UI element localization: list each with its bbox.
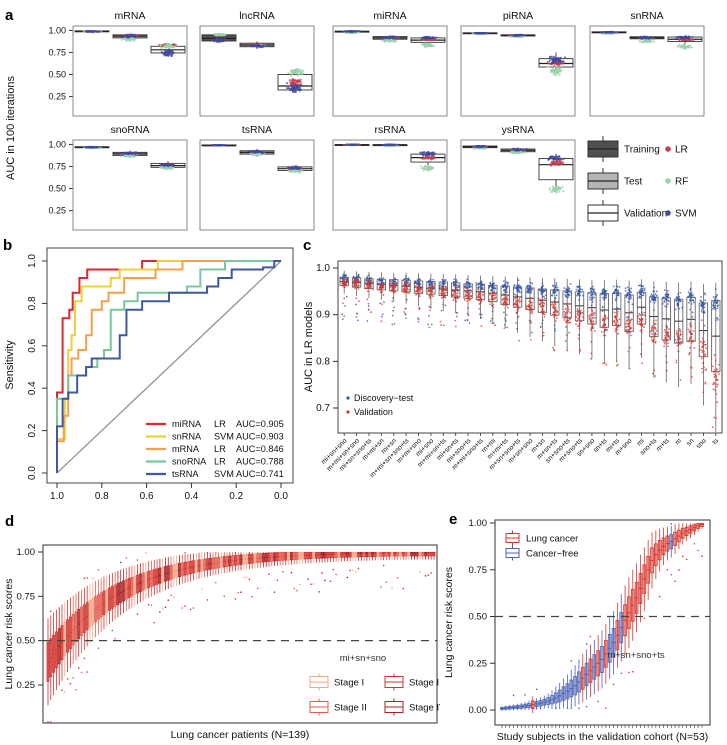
svg-text:rsRNA: rsRNA	[375, 124, 406, 136]
svg-text:SVM: SVM	[214, 432, 234, 442]
svg-text:0.75: 0.75	[48, 161, 66, 171]
svg-text:1.0: 1.0	[27, 254, 38, 268]
panel-label-a: a	[5, 7, 14, 24]
svg-text:Test: Test	[624, 177, 643, 188]
svg-text:ysRNA: ysRNA	[502, 124, 535, 136]
panel-a-chart: AUC in 100 iterations 1.00 0.75 0.50 0.25 mRN…	[5, 10, 705, 231]
svg-text:0.2: 0.2	[229, 491, 243, 502]
svg-text:AUC=0.903: AUC=0.903	[236, 432, 284, 442]
svg-text:AUC in LR models: AUC in LR models	[303, 301, 315, 392]
svg-text:LR: LR	[675, 145, 688, 156]
svg-text:0.0: 0.0	[27, 466, 38, 480]
svg-text:LR: LR	[214, 444, 226, 454]
svg-text:snRNA: snRNA	[172, 432, 202, 442]
svg-text:Sensitivity: Sensitivity	[4, 340, 16, 390]
svg-text:0.25: 0.25	[48, 92, 66, 102]
svg-text:LR: LR	[214, 457, 226, 467]
svg-text:AUC=0.788: AUC=0.788	[236, 457, 284, 467]
svg-text:0.4: 0.4	[27, 381, 38, 395]
svg-text:0.0: 0.0	[274, 491, 288, 502]
svg-text:0.75: 0.75	[48, 47, 66, 57]
svg-text:mRNA: mRNA	[115, 10, 146, 22]
svg-text:0.50: 0.50	[48, 70, 66, 80]
panel-label-b: b	[3, 237, 13, 254]
svg-text:tsRNA: tsRNA	[172, 469, 199, 479]
svg-text:0.50: 0.50	[48, 184, 66, 194]
svg-text:miRNA: miRNA	[373, 10, 406, 22]
svg-text:SVM: SVM	[214, 469, 234, 479]
svg-text:Validation: Validation	[624, 209, 667, 220]
svg-text:AUC=0.905: AUC=0.905	[236, 419, 284, 429]
panel-label-e: e	[449, 511, 458, 528]
svg-text:Training: Training	[624, 145, 660, 156]
svg-text:1.0: 1.0	[50, 491, 64, 502]
svg-text:0.8: 0.8	[95, 491, 109, 502]
svg-text:snoRNA: snoRNA	[110, 124, 149, 136]
svg-text:0.6: 0.6	[27, 338, 38, 352]
svg-text:LR: LR	[214, 419, 226, 429]
svg-text:mRNA: mRNA	[172, 444, 200, 454]
svg-text:snRNA: snRNA	[630, 10, 663, 22]
svg-text:0.9: 0.9	[316, 310, 330, 321]
panel-label-d: d	[5, 513, 15, 530]
panel-b-chart: 1.00.80.60.40.20.0Specificity0.00.20.40.…	[4, 247, 294, 502]
svg-text:0.7: 0.7	[316, 403, 330, 414]
svg-text:AUC in 100 iterations: AUC in 100 iterations	[5, 76, 17, 180]
svg-text:0.4: 0.4	[184, 491, 198, 502]
svg-text:0.6: 0.6	[140, 491, 154, 502]
svg-text:0.8: 0.8	[316, 356, 330, 367]
svg-text:RF: RF	[675, 177, 688, 188]
svg-text:piRNA: piRNA	[503, 10, 533, 22]
svg-text:0.25: 0.25	[48, 206, 66, 216]
svg-text:SVM: SVM	[675, 209, 697, 220]
svg-text:0.2: 0.2	[27, 423, 38, 437]
panel-label-c: c	[303, 237, 312, 254]
svg-text:miRNA: miRNA	[172, 419, 202, 429]
svg-text:0.8: 0.8	[27, 296, 38, 310]
svg-text:1.0: 1.0	[316, 263, 330, 274]
svg-text:snoRNA: snoRNA	[172, 457, 207, 467]
svg-text:AUC=0.741: AUC=0.741	[236, 469, 284, 479]
svg-text:lncRNA: lncRNA	[239, 10, 275, 22]
svg-text:1.00: 1.00	[48, 25, 66, 35]
svg-text:tsRNA: tsRNA	[242, 124, 272, 136]
svg-text:AUC=0.846: AUC=0.846	[236, 444, 284, 454]
svg-text:1.00: 1.00	[48, 139, 66, 149]
